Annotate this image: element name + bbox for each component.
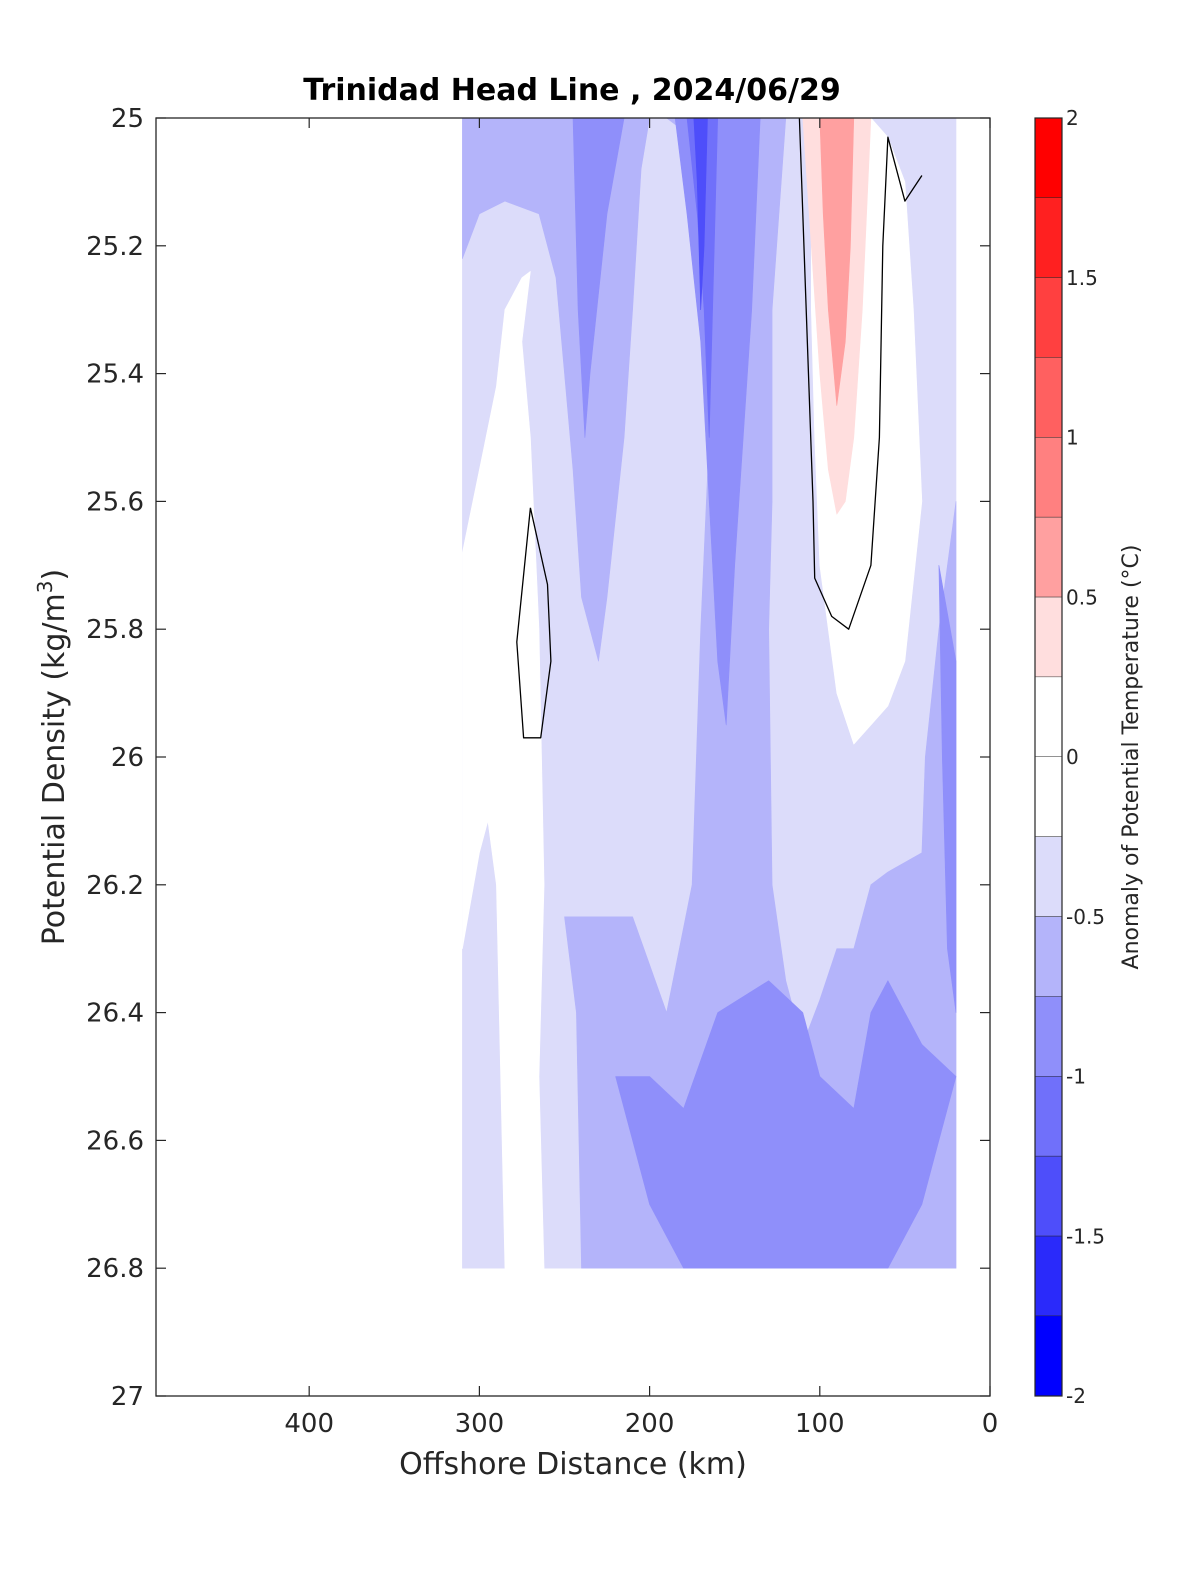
chart-title: Trinidad Head Line , 2024/06/29 bbox=[303, 73, 840, 108]
colorbar-swatch-4 bbox=[1035, 437, 1062, 518]
y-axis-label-main: Potential Density (kg/m bbox=[37, 593, 72, 945]
y-tick-label: 25.4 bbox=[86, 360, 144, 390]
contour-region-4 bbox=[564, 117, 957, 1269]
colorbar-swatch-5 bbox=[1035, 517, 1062, 598]
x-tick-label: 300 bbox=[455, 1409, 505, 1439]
colorbar-swatch-0 bbox=[1035, 118, 1062, 198]
colorbar-swatch-3 bbox=[1035, 357, 1062, 438]
y-axis-label-superscript: 3 bbox=[33, 580, 57, 593]
y-tick-label: 25.6 bbox=[86, 487, 144, 517]
y-axis-label: Potential Density (kg/m3) bbox=[33, 569, 72, 945]
colorbar-tick-label: 2 bbox=[1066, 106, 1079, 130]
y-tick-label: 25.2 bbox=[86, 232, 144, 262]
colorbar-swatch-11 bbox=[1035, 996, 1062, 1077]
y-axis: 25 25.2 25.4 25.6 25.8 26 26.2 26.4 26.6 26.8 27 bbox=[86, 104, 990, 1412]
y-tick-label: 25 bbox=[111, 104, 144, 134]
y-tick-label: 26.4 bbox=[86, 999, 144, 1029]
colorbar-tick-label: 1.5 bbox=[1066, 266, 1098, 290]
colorbar-swatch-14 bbox=[1035, 1236, 1062, 1317]
contour-region-6 bbox=[674, 117, 761, 726]
plot-area bbox=[155, 117, 991, 1397]
y-tick-label: 26.6 bbox=[86, 1126, 144, 1156]
colorbar: 2 1.5 1 0.5 0 -0.5 -1 -1.5 -2 Anomaly of Potenti… bbox=[1034, 106, 1144, 1408]
contour-line-0 bbox=[798, 117, 923, 630]
y-tick-label: 26 bbox=[111, 743, 144, 773]
colorbar-ticks: 2 1.5 1 0.5 0 -0.5 -1 -1.5 -2 bbox=[1066, 106, 1105, 1408]
y-axis-label-close: ) bbox=[37, 569, 72, 581]
colorbar-tick-label: -1 bbox=[1066, 1065, 1086, 1089]
colorbar-swatch-13 bbox=[1035, 1156, 1062, 1237]
contour-region-1 bbox=[462, 271, 545, 1269]
colorbar-tick-label: 0.5 bbox=[1066, 585, 1098, 609]
colorbar-swatch-8 bbox=[1035, 757, 1062, 837]
colorbar-frame bbox=[1034, 117, 1063, 1397]
x-tick-label: 400 bbox=[284, 1409, 334, 1439]
colorbar-swatch-1 bbox=[1035, 197, 1062, 278]
contour-region-7 bbox=[615, 980, 957, 1269]
colorbar-tick-label: -2 bbox=[1066, 1384, 1086, 1408]
y-tick-label: 27 bbox=[111, 1382, 144, 1412]
x-tick-label: 200 bbox=[625, 1409, 675, 1439]
colorbar-tick-label: 1 bbox=[1066, 426, 1079, 450]
colorbar-swatch-9 bbox=[1035, 836, 1062, 917]
colorbar-tick-label: -0.5 bbox=[1066, 905, 1105, 929]
colorbar-swatch-15 bbox=[1035, 1316, 1062, 1396]
x-axis-label: Offshore Distance (km) bbox=[399, 1447, 747, 1482]
colorbar-swatch-2 bbox=[1035, 277, 1062, 358]
contour-line-layer bbox=[516, 117, 923, 739]
colorbar-swatch-12 bbox=[1035, 1076, 1062, 1157]
contour-fill-layer bbox=[462, 117, 957, 1269]
contour-line-1 bbox=[516, 507, 552, 739]
colorbar-tick-label: 0 bbox=[1066, 745, 1079, 769]
y-tick-label: 26.2 bbox=[86, 871, 144, 901]
colorbar-label: Anomaly of Potential Temperature (°C) bbox=[1119, 545, 1144, 970]
colorbar-swatch-6 bbox=[1035, 597, 1062, 678]
x-axis: 400 300 200 100 0 bbox=[284, 118, 998, 1439]
y-tick-label: 26.8 bbox=[86, 1254, 144, 1284]
x-tick-label: 0 bbox=[982, 1409, 999, 1439]
colorbar-tick-label: -1.5 bbox=[1066, 1224, 1105, 1248]
contour-region-12 bbox=[819, 117, 855, 406]
y-tick-label: 25.8 bbox=[86, 615, 144, 645]
x-tick-label: 100 bbox=[795, 1409, 845, 1439]
colorbar-swatches bbox=[1035, 118, 1062, 1397]
contour-region-10 bbox=[938, 564, 957, 1013]
colorbar-swatch-7 bbox=[1035, 677, 1062, 757]
colorbar-swatch-10 bbox=[1035, 916, 1062, 997]
